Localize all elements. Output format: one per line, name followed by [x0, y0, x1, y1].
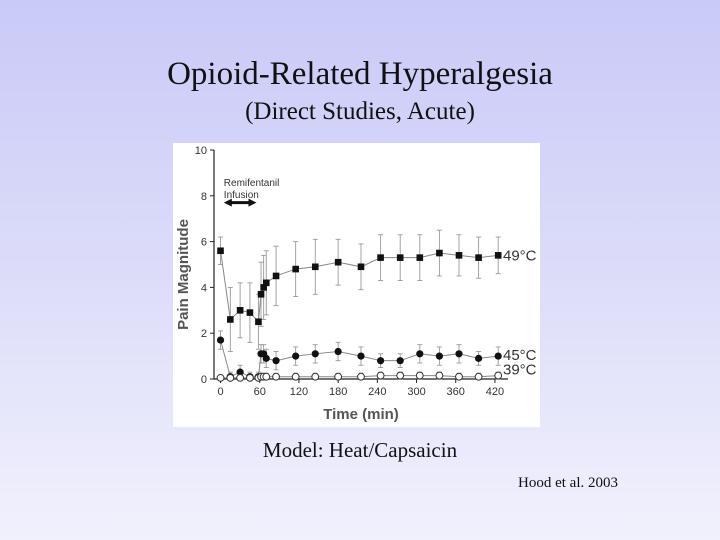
- y-tick-label: 6: [201, 237, 207, 249]
- annotation-text: Infusion: [224, 190, 259, 201]
- data-point: [227, 316, 234, 323]
- y-tick-label: 4: [201, 282, 207, 294]
- x-tick-label: 420: [486, 386, 504, 398]
- data-point: [455, 372, 463, 381]
- x-tick-label: 360: [447, 386, 465, 398]
- data-point: [435, 371, 444, 380]
- data-point: [272, 272, 280, 280]
- data-point: [474, 372, 483, 381]
- data-point: [291, 372, 300, 381]
- data-point: [255, 318, 262, 326]
- data-point: [494, 371, 503, 380]
- data-point: [357, 372, 365, 381]
- data-point: [292, 265, 299, 273]
- y-axis-label: Pain Magnitude: [175, 219, 192, 330]
- data-point: [257, 290, 265, 298]
- data-point: [262, 279, 270, 287]
- data-point: [292, 352, 300, 360]
- slide-subtitle: (Direct Studies, Acute): [245, 98, 475, 125]
- data-point: [376, 371, 385, 380]
- series-label: 49°C: [503, 247, 537, 264]
- x-tick-label: 0: [217, 386, 223, 398]
- data-point: [262, 372, 271, 381]
- data-point: [334, 347, 342, 356]
- data-point: [435, 352, 443, 360]
- y-tick-label: 8: [201, 191, 207, 203]
- data-point: [217, 247, 224, 255]
- data-point: [494, 252, 502, 259]
- data-point: [475, 254, 482, 261]
- y-tick-label: 2: [201, 328, 207, 340]
- data-point: [475, 354, 483, 362]
- chart-figure: 0 2 4 6 8 10 0 60 120 180 240 300 360 420 Time (min) Pa…: [173, 143, 540, 427]
- data-point: [226, 373, 235, 382]
- data-point: [436, 249, 443, 257]
- citation: Hood et al. 2003: [518, 475, 618, 491]
- data-point: [272, 357, 280, 365]
- data-point: [396, 371, 405, 380]
- slide-caption: Model: Heat/Capsaicin: [262, 438, 458, 462]
- data-point: [455, 252, 463, 259]
- data-point: [236, 373, 245, 382]
- series-label: 45°C: [503, 347, 537, 364]
- axes-layer: 0 2 4 6 8 10 0 60 120 180 240 300 360 420 Time (min) Pa…: [175, 145, 508, 423]
- series-label: 39°C: [503, 362, 537, 379]
- y-tick-label: 10: [195, 145, 207, 157]
- data-point: [311, 263, 319, 271]
- data-point: [416, 350, 424, 358]
- x-tick-label: 240: [368, 386, 386, 398]
- x-tick-label: 120: [290, 386, 308, 398]
- data-point: [377, 254, 384, 261]
- data-point: [357, 263, 365, 271]
- pain-magnitude-chart: 0 2 4 6 8 10 0 60 120 180 240 300 360 420 Time (min) Pa…: [175, 145, 537, 423]
- data-point: [357, 352, 365, 360]
- data-point: [216, 373, 225, 382]
- data-point: [272, 372, 280, 381]
- data-point: [246, 309, 254, 316]
- data-point: [262, 354, 270, 362]
- data-point: [377, 357, 385, 365]
- data-point: [415, 371, 424, 380]
- data-point: [455, 350, 463, 358]
- y-tick-label: 0: [201, 374, 207, 386]
- annotation-text: Remifentanil: [224, 178, 280, 189]
- data-point: [216, 336, 225, 344]
- data-point: [334, 372, 343, 381]
- x-axis-label: Time (min): [323, 406, 399, 423]
- x-tick-label: 180: [329, 386, 347, 398]
- data-point: [246, 373, 254, 382]
- data-point: [416, 254, 424, 261]
- data-point: [334, 258, 342, 266]
- x-tick-label: 60: [254, 386, 266, 398]
- data-point: [396, 254, 404, 261]
- data-point: [260, 284, 267, 291]
- data-point: [236, 307, 244, 314]
- annotation-arrow-head-left: [223, 198, 232, 207]
- x-tick-label: 300: [407, 386, 425, 398]
- annotation-arrow-head-right: [248, 198, 257, 207]
- data-point: [311, 350, 319, 358]
- data-point: [236, 368, 244, 376]
- markers-layer: [216, 247, 503, 382]
- data-point: [311, 372, 320, 381]
- data-point: [396, 357, 404, 365]
- slide-title: Opioid-Related Hyperalgesia: [167, 56, 553, 92]
- data-point: [494, 352, 502, 360]
